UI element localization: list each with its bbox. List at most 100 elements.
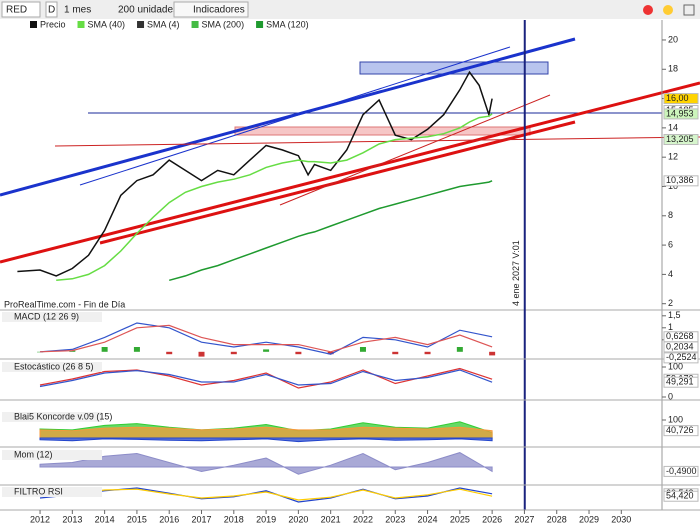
zone-box bbox=[359, 61, 549, 75]
period[interactable]: 1 mes bbox=[64, 5, 91, 16]
histogram-bar bbox=[166, 351, 173, 355]
price-tag-label: 13,205 bbox=[666, 134, 694, 144]
trend-line bbox=[0, 37, 576, 197]
x-tick-label: 2029 bbox=[579, 514, 599, 524]
price-tag-label: 0,6268 bbox=[666, 331, 694, 341]
x-tick-label: 2016 bbox=[159, 514, 179, 524]
y-tick-label: 18 bbox=[668, 64, 678, 74]
histogram-bar bbox=[263, 349, 270, 352]
trend-line bbox=[99, 120, 576, 245]
x-tick-label: 2020 bbox=[288, 514, 308, 524]
panel-title: Blai5 Koncorde v.09 (15) bbox=[14, 411, 112, 421]
zone-box bbox=[234, 126, 531, 136]
price-tag-label: 14,953 bbox=[666, 108, 694, 118]
legend-swatch bbox=[30, 21, 37, 28]
x-tick-label: 2030 bbox=[611, 514, 631, 524]
series-line bbox=[39, 488, 493, 501]
price-tag-label: 54,420 bbox=[666, 491, 694, 501]
price-tag-label: 49,291 bbox=[666, 377, 694, 387]
x-tick-label: 2025 bbox=[450, 514, 470, 524]
y-tick-label: 2 bbox=[668, 298, 673, 308]
x-tick-label: 2021 bbox=[321, 514, 341, 524]
cursor-label: 4 ene 2027 V:01 bbox=[511, 240, 521, 306]
price-tag bbox=[663, 341, 699, 353]
price-tag bbox=[663, 93, 699, 105]
indicators[interactable]: Indicadores bbox=[193, 5, 245, 16]
x-tick-label: 2022 bbox=[353, 514, 373, 524]
trend-line bbox=[279, 94, 551, 206]
mode-box[interactable] bbox=[45, 1, 58, 18]
x-tick-label: 2015 bbox=[127, 514, 147, 524]
y-tick-label: 4 bbox=[668, 269, 673, 279]
legend-label: SMA (200) bbox=[202, 19, 245, 29]
legend-swatch bbox=[77, 21, 85, 28]
trend-line bbox=[54, 136, 700, 147]
series-area bbox=[39, 426, 493, 439]
price-tag-label: -0,4900 bbox=[666, 466, 697, 476]
panel-title-bg bbox=[2, 487, 102, 497]
mode[interactable]: D bbox=[48, 5, 55, 16]
histogram-bar bbox=[101, 347, 108, 352]
y-tick-label: 20 bbox=[668, 34, 678, 44]
x-tick-label: 2024 bbox=[418, 514, 438, 524]
histogram-bar bbox=[295, 351, 302, 355]
x-tick-label: 2023 bbox=[385, 514, 405, 524]
price-tag bbox=[663, 425, 699, 437]
toolbar: RED D 1 mes 200 unidades Indicadores bbox=[0, 0, 700, 19]
window-icon[interactable] bbox=[683, 4, 695, 16]
price-tag-label: -0,2524 bbox=[666, 352, 697, 362]
price-tag-label: 16,00 bbox=[666, 93, 689, 103]
panel-title: Mom (12) bbox=[14, 449, 53, 459]
x-tick-label: 2028 bbox=[547, 514, 567, 524]
price-tag bbox=[663, 490, 699, 502]
histogram-bar bbox=[359, 347, 366, 352]
legend-swatch bbox=[137, 21, 145, 28]
price-tag-label: 0,2034 bbox=[666, 341, 694, 351]
legend-label: SMA (40) bbox=[88, 19, 126, 29]
price-tag bbox=[663, 175, 699, 187]
price-tag bbox=[663, 108, 699, 120]
indicators-button[interactable] bbox=[173, 1, 249, 18]
legend-label: SMA (4) bbox=[147, 19, 180, 29]
x-tick-label: 2013 bbox=[62, 514, 82, 524]
units[interactable]: 200 unidades bbox=[118, 5, 178, 16]
price-tag bbox=[663, 465, 699, 477]
alert-icon[interactable] bbox=[643, 5, 653, 15]
x-tick-label: 2026 bbox=[482, 514, 502, 524]
legend-label: Precio bbox=[40, 19, 66, 29]
series-area bbox=[39, 437, 493, 443]
bell-icon[interactable] bbox=[663, 5, 673, 15]
histogram-bar bbox=[198, 351, 205, 357]
panel-title: Estocástico (26 8 5) bbox=[14, 361, 94, 371]
trend-line bbox=[0, 81, 700, 264]
price-tag bbox=[663, 134, 699, 146]
histogram-bar bbox=[327, 351, 334, 355]
y-tick-label: 14 bbox=[668, 122, 678, 132]
x-tick-label: 2019 bbox=[256, 514, 276, 524]
histogram-bar bbox=[456, 347, 463, 352]
symbol[interactable]: RED bbox=[6, 5, 27, 16]
histogram-bar bbox=[230, 351, 237, 355]
price-tag-label: 40,726 bbox=[666, 425, 694, 435]
series-line bbox=[39, 322, 493, 355]
source-note: ProRealTime.com - Fin de Día bbox=[4, 299, 125, 309]
panel-title-bg bbox=[2, 312, 102, 322]
y-tick-label: 100 bbox=[668, 361, 683, 371]
y-tick-label: 1 bbox=[668, 322, 673, 332]
trendlines bbox=[0, 37, 700, 264]
histogram-bar bbox=[489, 351, 496, 356]
x-tick-label: 2014 bbox=[95, 514, 115, 524]
panel-title-bg bbox=[2, 412, 102, 422]
series-line bbox=[169, 180, 493, 282]
symbol-box[interactable] bbox=[1, 1, 41, 18]
y-tick-label: 0 bbox=[668, 391, 673, 401]
legend-label: SMA (120) bbox=[266, 19, 309, 29]
x-tick-label: 2027 bbox=[514, 514, 534, 524]
series-line bbox=[39, 324, 493, 353]
legend-swatch bbox=[191, 21, 199, 28]
y-tick-label: 6 bbox=[668, 239, 673, 249]
legend-swatch bbox=[256, 21, 264, 28]
y-tick-label: 100 bbox=[668, 414, 683, 424]
